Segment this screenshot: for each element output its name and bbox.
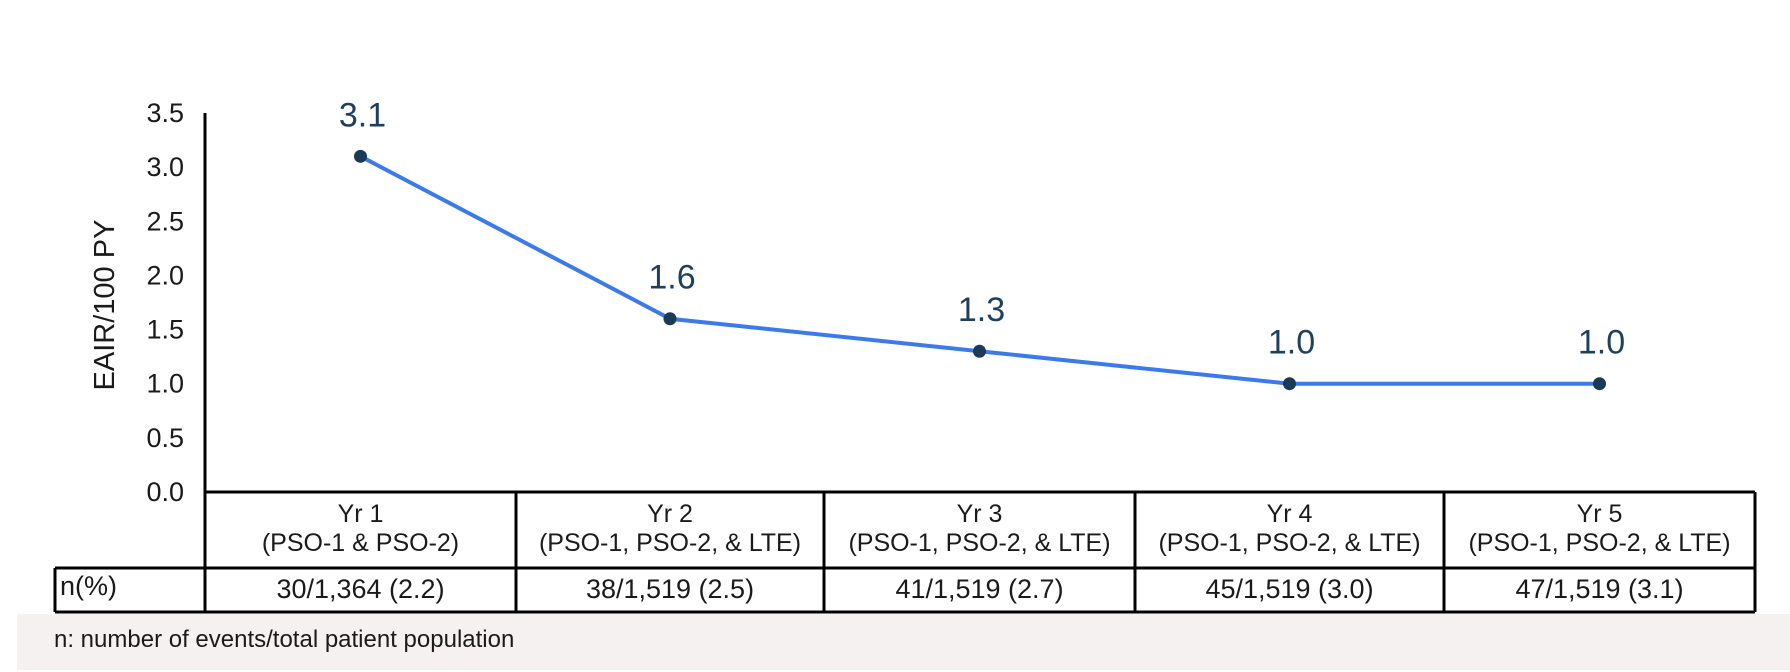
- y-tick-label: 2.0: [146, 260, 184, 290]
- category-sublabel: (PSO-1, PSO-2, & LTE): [1468, 529, 1730, 557]
- data-label: 3.1: [339, 96, 386, 134]
- y-tick-label: 1.0: [146, 369, 184, 399]
- footnote: n: number of events/total patient popula…: [54, 626, 515, 653]
- table-cell: 41/1,519 (2.7): [895, 574, 1063, 604]
- table-row-header: n(%): [60, 571, 117, 601]
- table-cell: 30/1,364 (2.2): [276, 574, 444, 604]
- category-sublabel: (PSO-1, PSO-2, & LTE): [1158, 529, 1420, 557]
- y-tick-label: 2.5: [146, 206, 184, 236]
- data-point: [1283, 377, 1296, 391]
- table-cell: 45/1,519 (3.0): [1205, 574, 1373, 604]
- category-label: Yr 1: [338, 500, 384, 528]
- category-label: Yr 4: [1267, 500, 1313, 528]
- data-label: 1.3: [958, 291, 1005, 329]
- data-label: 1.0: [1268, 324, 1315, 362]
- footnote-box: n: number of events/total patient popula…: [17, 614, 1790, 670]
- data-label: 1.6: [648, 259, 695, 297]
- y-axis-title: EAIR/100 PY: [89, 220, 121, 391]
- category-sublabel: (PSO-1, PSO-2, & LTE): [848, 529, 1110, 557]
- data-point: [973, 344, 986, 358]
- category-label: Yr 2: [647, 500, 693, 528]
- category-sublabel: (PSO-1, PSO-2, & LTE): [539, 529, 801, 557]
- table-cell: 38/1,519 (2.5): [586, 574, 754, 604]
- y-tick-label: 0.0: [146, 477, 184, 507]
- y-tick-label: 3.0: [146, 152, 184, 182]
- data-point: [1593, 377, 1606, 391]
- category-label: Yr 3: [957, 500, 1003, 528]
- y-tick-label: 1.5: [146, 315, 184, 345]
- data-label: 1.0: [1578, 324, 1625, 362]
- y-tick-label: 0.5: [146, 423, 184, 453]
- table-cell: 47/1,519 (3.1): [1515, 574, 1683, 604]
- data-point: [663, 312, 677, 326]
- y-tick-label: 3.5: [146, 98, 184, 128]
- category-label: Yr 5: [1577, 500, 1623, 528]
- data-point: [354, 149, 367, 163]
- category-sublabel: (PSO-1 & PSO-2): [262, 529, 459, 557]
